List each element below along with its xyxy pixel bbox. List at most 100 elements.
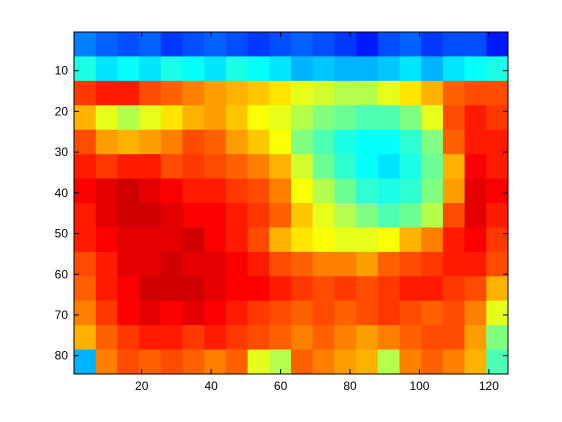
heatmap-cell [291,203,314,228]
heatmap-cell [486,80,509,106]
heatmap-cell [182,32,205,57]
heatmap-cell [312,178,335,204]
heatmap-cell [442,349,466,375]
heatmap-cell [204,349,227,375]
heatmap-cell [334,251,357,277]
heatmap-cell [291,80,314,106]
heatmap-cell [225,325,249,351]
heatmap-cell [139,154,162,180]
heatmap-cell [95,276,118,302]
heatmap-cell [117,32,140,57]
heatmap-cell [377,203,400,228]
x-tick-label: 20 [135,379,149,393]
heatmap-cell [204,227,227,253]
heatmap-cell [377,154,400,180]
heatmap-cell [421,349,444,375]
heatmap-cell [269,203,292,228]
heatmap-cell [160,129,183,155]
heatmap-cell [117,154,140,180]
heatmap-cell [356,227,379,253]
heatmap-cell [421,105,444,131]
y-tick-label: 10 [55,64,69,78]
heatmap-cell [377,80,400,106]
heatmap-cell [421,56,444,82]
x-tick-label: 100 [409,379,429,393]
heatmap-cell [182,105,205,131]
heatmap-cell [182,203,205,228]
heatmap-cell [377,129,400,155]
heatmap-cell [464,203,487,228]
heatmap-cell [464,56,487,82]
heatmap-cell [312,251,335,277]
heatmap-cell [399,227,422,253]
heatmap-cell [464,300,487,326]
heatmap-cell [442,105,466,131]
x-tick-label: 80 [343,379,357,393]
heatmap-cell [421,276,444,302]
heatmap-cell [334,56,357,82]
heatmap-cell [204,32,227,57]
y-tick-label: 20 [55,104,69,118]
heatmap-cell [486,129,509,155]
heatmap-cell [399,56,422,82]
heatmap-cell [160,349,183,375]
heatmap-cell [160,80,183,106]
y-tick-label: 30 [55,145,69,159]
heatmap-cell [312,56,335,82]
heatmap-cell [356,154,379,180]
heatmap-cell [421,80,444,106]
heatmap-cell [139,325,162,351]
heatmap-cell [334,349,357,375]
heatmap-cell [269,251,292,277]
heatmap-cell [356,276,379,302]
heatmap-cell [377,349,400,375]
heatmap-cell [399,178,422,204]
heatmap-cell [269,32,292,57]
heatmap-cell [74,251,97,277]
heatmap-cell [225,80,249,106]
heatmap-cell [247,154,270,180]
heatmap-cell [356,325,379,351]
heatmap-cell [269,105,292,131]
heatmap-cell [182,276,205,302]
heatmap-cell [160,325,183,351]
heatmap-cell [204,276,227,302]
heatmap-cell [117,203,140,228]
heatmap-cell [117,178,140,204]
heatmap-cell [399,251,422,277]
heatmap-cell [334,129,357,155]
heatmap-cell [421,178,444,204]
heatmap-cell [139,227,162,253]
heatmap-cell [117,276,140,302]
heatmap-cell [225,203,249,228]
heatmap-cell [182,129,205,155]
heatmap-cell [74,227,97,253]
heatmap-cell [377,276,400,302]
heatmap-cell [291,32,314,57]
heatmap-cell [247,178,270,204]
heatmap-cell [291,227,314,253]
heatmap-cell [225,349,249,375]
heatmap-cell [356,300,379,326]
heatmap-cell [464,227,487,253]
heatmap-cell [247,300,270,326]
heatmap-cell [291,129,314,155]
heatmap-cell [291,325,314,351]
heatmap-cell [74,276,97,302]
heatmap-cell [442,80,466,106]
heatmap-cell [399,129,422,155]
heatmap-cell [442,32,466,57]
heatmap-cell [291,300,314,326]
heatmap-cell [225,227,249,253]
heatmap-cell [486,300,509,326]
heatmap-cell [312,105,335,131]
heatmap-cell [117,300,140,326]
heatmap-cell [442,129,466,155]
heatmap-cell [74,129,97,155]
heatmap-cell [269,154,292,180]
heatmap-cell [334,300,357,326]
heatmap-cell [399,80,422,106]
heatmap-cell [182,227,205,253]
heatmap-cell [204,300,227,326]
